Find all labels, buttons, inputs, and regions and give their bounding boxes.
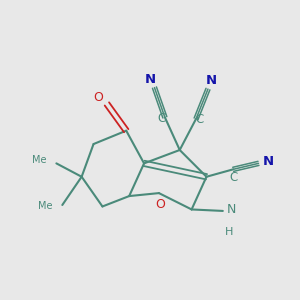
- Text: N: N: [144, 73, 156, 86]
- Text: H: H: [225, 227, 233, 237]
- Text: O: O: [155, 198, 165, 211]
- Text: C: C: [196, 113, 204, 126]
- Text: Me: Me: [38, 202, 53, 212]
- Text: Me: Me: [32, 155, 47, 165]
- Text: C: C: [229, 171, 237, 184]
- Text: N: N: [206, 74, 217, 87]
- Text: N: N: [262, 155, 274, 168]
- Text: C: C: [157, 112, 165, 125]
- Text: O: O: [94, 91, 103, 104]
- Text: N: N: [227, 203, 236, 216]
